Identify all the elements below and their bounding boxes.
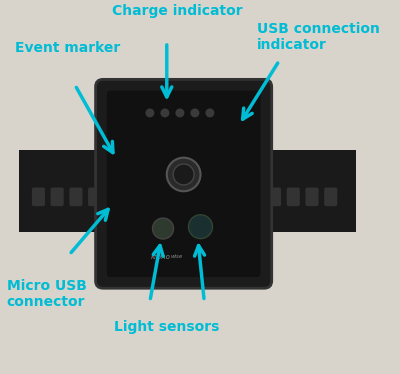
Text: Light sensors: Light sensors — [114, 320, 220, 334]
Bar — [19, 150, 120, 232]
Circle shape — [188, 215, 212, 239]
Circle shape — [205, 108, 214, 117]
FancyBboxPatch shape — [306, 187, 318, 206]
FancyBboxPatch shape — [88, 187, 101, 206]
Text: USB connection
indicator: USB connection indicator — [257, 22, 380, 52]
Text: Micro USB
connector: Micro USB connector — [7, 279, 87, 309]
Text: Event marker: Event marker — [15, 41, 120, 55]
FancyBboxPatch shape — [96, 79, 272, 288]
Circle shape — [146, 108, 154, 117]
FancyBboxPatch shape — [69, 187, 82, 206]
Circle shape — [173, 164, 194, 185]
Circle shape — [167, 158, 200, 191]
Text: Charge indicator: Charge indicator — [112, 4, 243, 18]
Circle shape — [175, 108, 184, 117]
Text: wise: wise — [170, 254, 183, 259]
FancyBboxPatch shape — [50, 187, 64, 206]
Text: krono: krono — [151, 254, 170, 260]
FancyBboxPatch shape — [32, 187, 45, 206]
FancyBboxPatch shape — [268, 187, 281, 206]
FancyBboxPatch shape — [324, 187, 337, 206]
FancyBboxPatch shape — [287, 187, 300, 206]
Circle shape — [152, 218, 174, 239]
FancyBboxPatch shape — [107, 91, 260, 277]
Bar — [255, 150, 356, 232]
Circle shape — [160, 108, 169, 117]
Circle shape — [190, 108, 199, 117]
